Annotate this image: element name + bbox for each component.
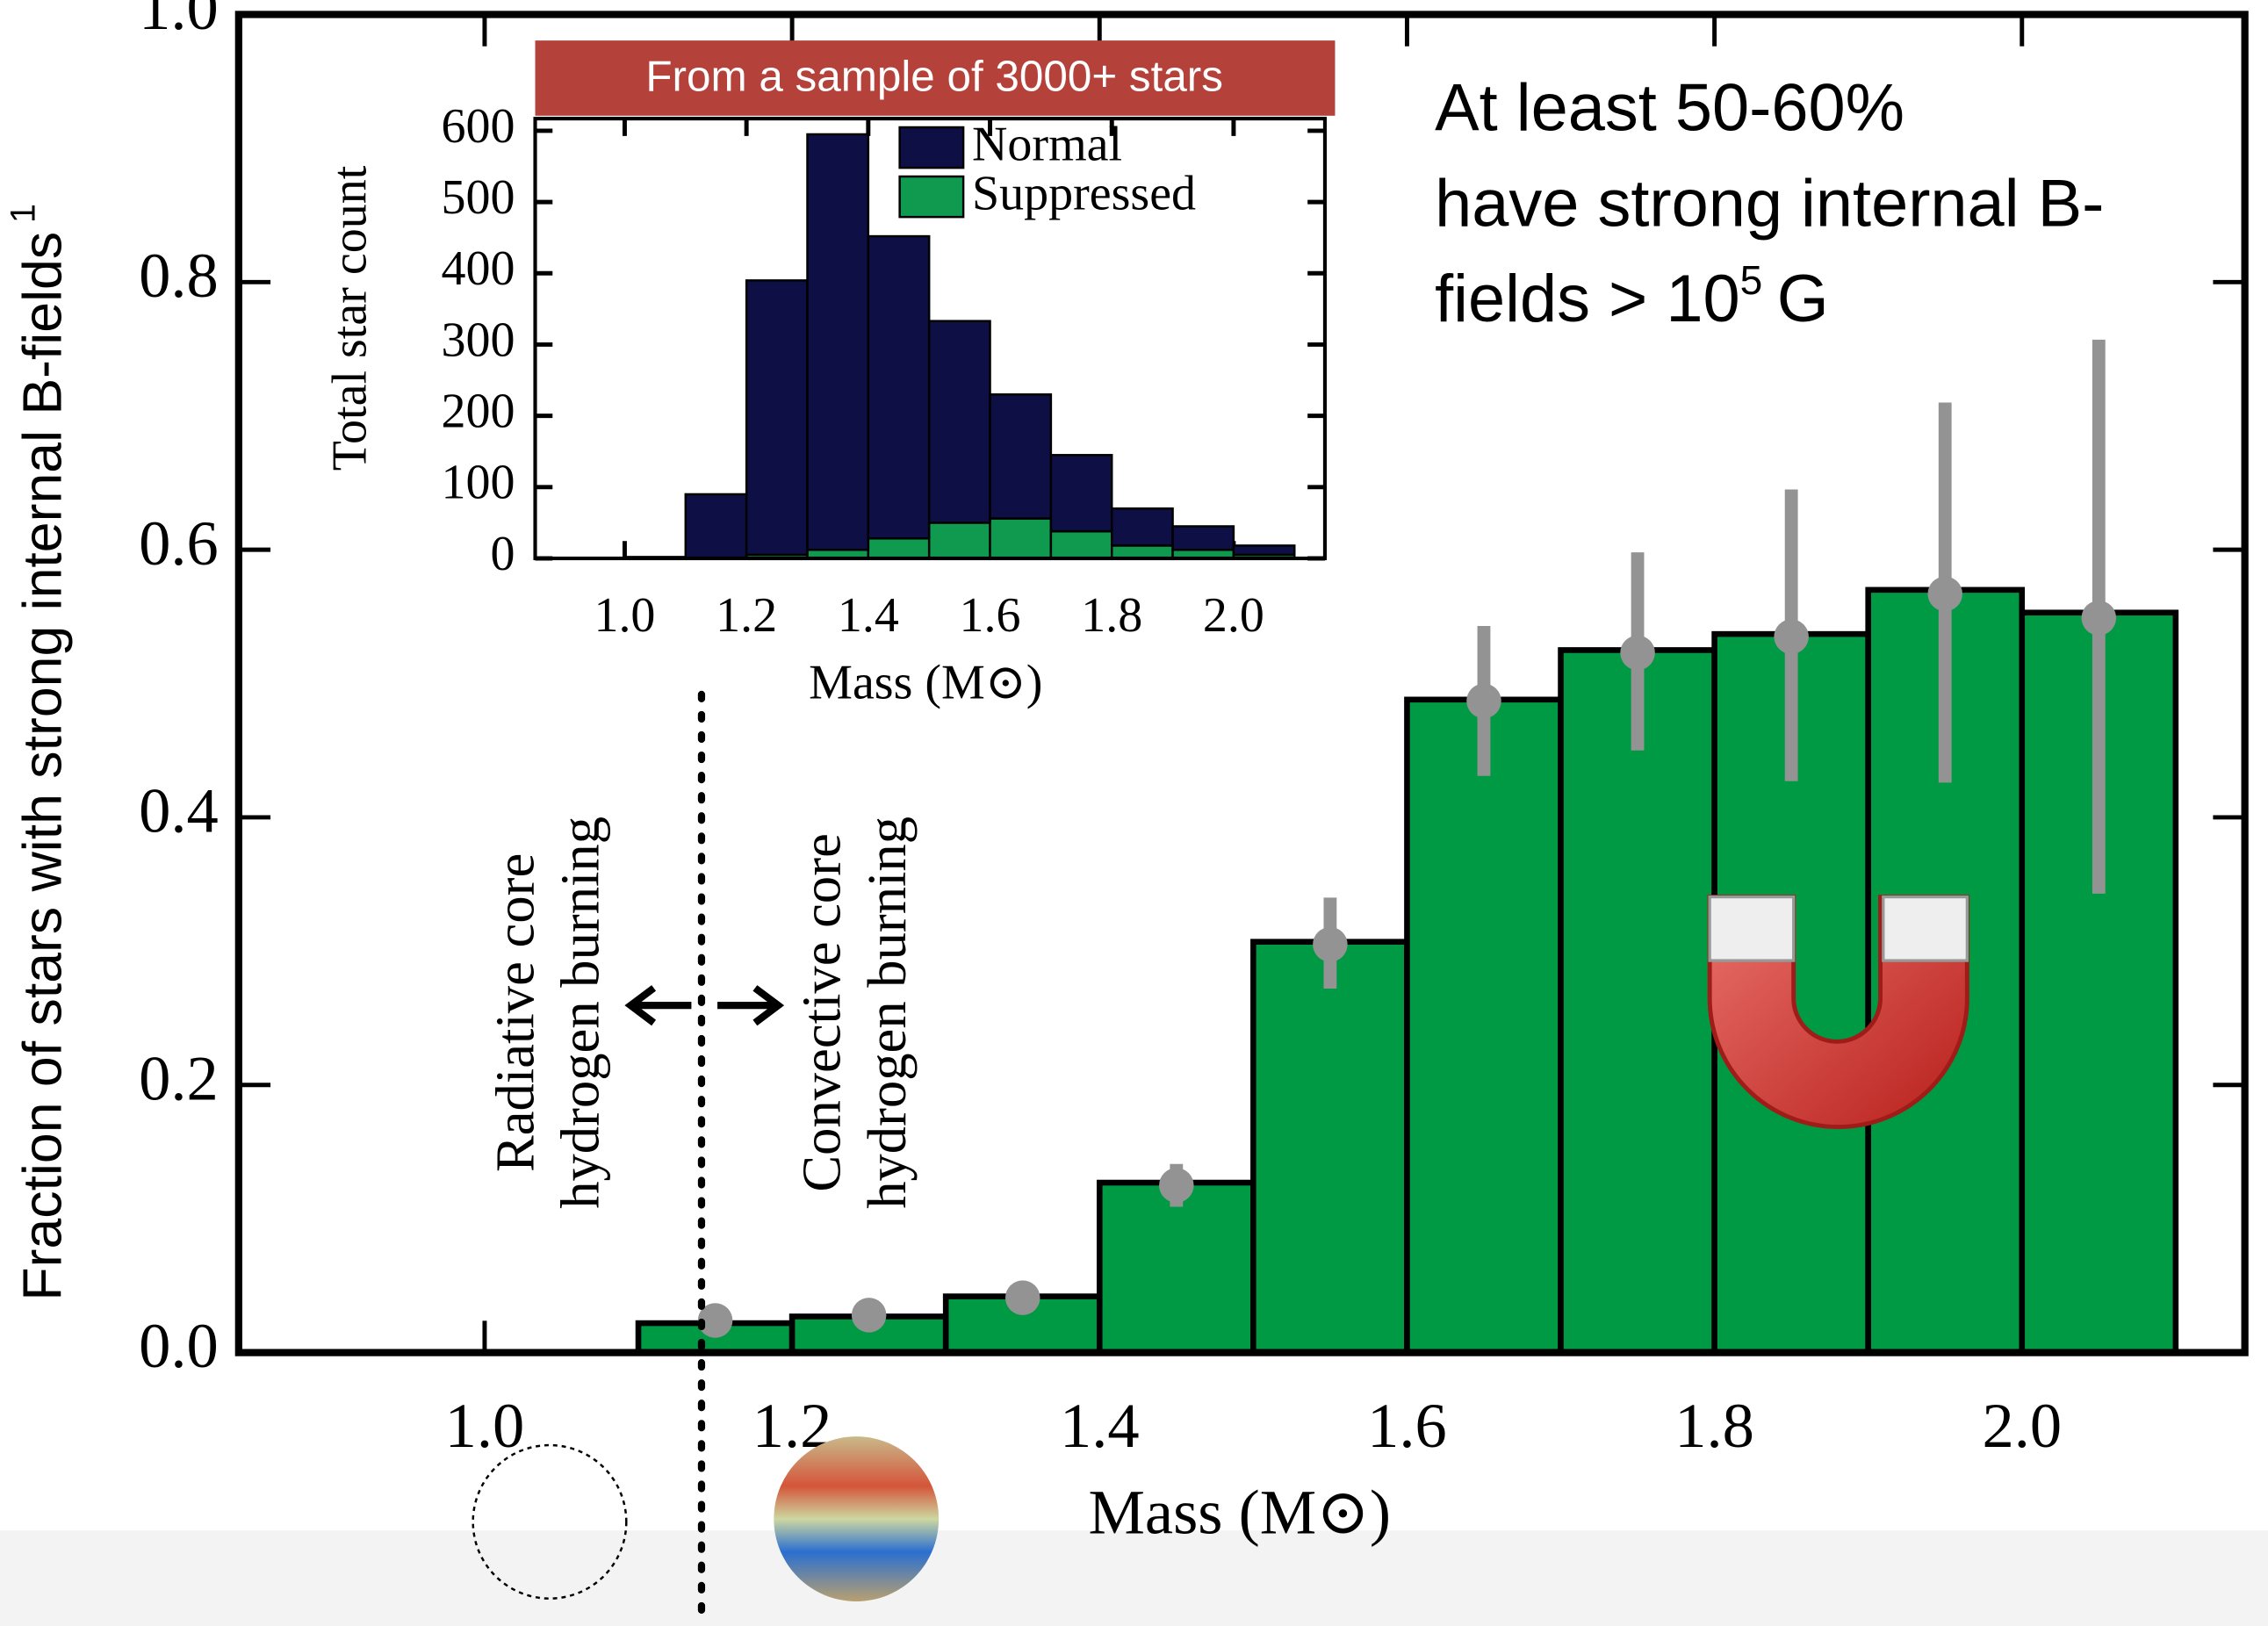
inset-chart: 0 100 200 300 400 500 600 1.0 1.2 1.4 1.6 1.8 2.0 Nor… [322, 40, 1336, 710]
region-note: hydrogen burning [550, 817, 611, 1209]
data-point [851, 1298, 887, 1333]
bar-segment [927, 522, 991, 560]
y-tick-label: 600 [441, 99, 515, 154]
bar [1404, 696, 1564, 1356]
x-tick-label: 1.4 [838, 588, 899, 643]
magnet-pole [1708, 895, 1796, 962]
bar [1096, 1179, 1256, 1356]
footer-band [0, 1530, 2268, 1626]
y-tick-label: 1.0 [139, 0, 219, 43]
y-tick-label: 300 [441, 313, 515, 367]
y-tick-label: 0.4 [139, 775, 219, 846]
legend-swatch [898, 175, 965, 219]
annotation-sup: 5 [1740, 257, 1763, 303]
region-note: Convective core [791, 833, 853, 1191]
magnet-pole [1882, 895, 1969, 962]
y-axis-title: Total star count [322, 165, 377, 471]
data-point [1466, 683, 1501, 719]
y-axis-title-text: Fraction of stars with strong internal B… [11, 232, 73, 1301]
x-tick-label: 1.6 [1367, 1390, 1447, 1461]
bar [1558, 647, 1717, 1356]
plot-frame [234, 11, 2249, 1356]
data-point [1927, 576, 1962, 612]
annotation: fields > 105 G [1435, 257, 1829, 336]
annotation-line: At least 50-60% [1435, 71, 1904, 146]
y-tick-label: 0 [490, 527, 515, 581]
y-tick-label: 0.6 [139, 507, 219, 579]
bar-segment [1110, 507, 1174, 547]
bar-segment [806, 133, 870, 551]
y-tick-label: 0.2 [139, 1042, 219, 1113]
x-tick-label: 1.0 [445, 1390, 525, 1461]
y-tick-label: 0.8 [139, 240, 219, 311]
annotation-end: G [1777, 262, 1829, 336]
data-point [1004, 1280, 1040, 1315]
x-tick-label: 1.6 [960, 588, 1021, 643]
x-tick-label: 2.0 [1982, 1390, 2062, 1461]
inset-title: From a sample of 3000+ stars [645, 53, 1223, 101]
arrow-right [717, 985, 785, 1026]
y-tick-label: 100 [441, 456, 515, 510]
bar-segment [989, 517, 1053, 560]
bar-segment [867, 234, 931, 540]
bar-segment [867, 537, 931, 560]
y-tick-label: 400 [441, 241, 515, 296]
arrow-left [624, 985, 692, 1026]
y-tick-label: 200 [441, 384, 515, 438]
data-point [1313, 926, 1348, 962]
legend-label: Normal [972, 118, 1122, 172]
bar-segment [684, 493, 748, 560]
x-axis-title: Mass (M⊙) [809, 656, 1042, 710]
legend-swatch [898, 126, 965, 169]
x-tick-label: 1.4 [1060, 1390, 1140, 1461]
star-outline [472, 1443, 628, 1600]
y-tick-label: 0.0 [139, 1310, 219, 1381]
legend-label: Suppressed [972, 167, 1196, 221]
bar-segment [927, 320, 991, 524]
bar [1250, 939, 1410, 1356]
inset-banner [535, 40, 1336, 116]
y-tick-label: 500 [441, 170, 515, 225]
data-point [697, 1303, 733, 1338]
plot-frame [533, 117, 1328, 561]
annotation-line: have strong internal B- [1435, 166, 2104, 241]
bar-segment [1049, 529, 1113, 560]
data-point [1620, 635, 1655, 671]
annotation: At least 50-60% [1435, 71, 1904, 146]
data-point [1159, 1168, 1194, 1203]
star-image [774, 1436, 940, 1601]
annotation: have strong internal B- [1435, 166, 2104, 241]
bar-segment [1110, 544, 1174, 560]
x-axis-title: Mass (M⊙) [1088, 1477, 1391, 1548]
bar-segment [1232, 544, 1296, 557]
x-tick-label: 1.8 [1674, 1390, 1754, 1461]
data-point [1774, 619, 1809, 654]
bar-segment [745, 279, 809, 557]
annotation-line: fields > 10 [1435, 262, 1739, 336]
bar-segment [1171, 525, 1235, 551]
y-axis-title-sup: 1 [4, 204, 43, 223]
x-tick-label: 1.2 [716, 588, 777, 643]
x-tick-label: 1.8 [1081, 588, 1142, 643]
bar-segment [1049, 454, 1113, 533]
region-note: Radiative core [484, 853, 545, 1172]
region-note: hydrogen burning [856, 817, 918, 1209]
x-tick-label: 2.0 [1203, 588, 1264, 643]
data-point [2081, 601, 2117, 636]
bar-segment [989, 393, 1053, 520]
y-axis-title: Fraction of stars with strong internal B… [4, 204, 73, 1301]
x-tick-label: 1.0 [594, 588, 655, 643]
